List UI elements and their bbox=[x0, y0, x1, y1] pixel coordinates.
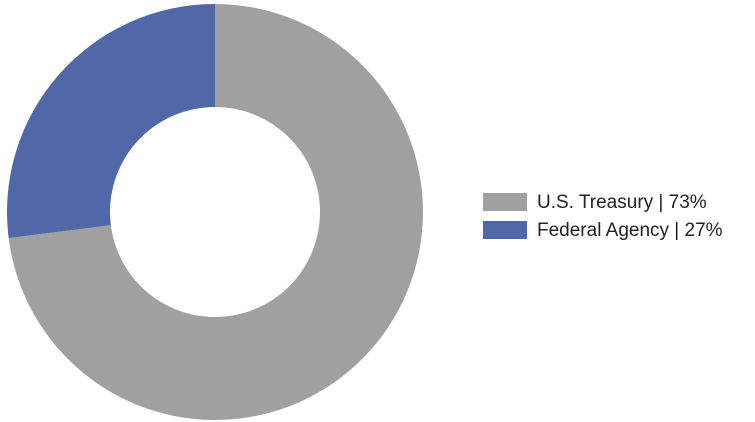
donut-slice bbox=[6, 4, 215, 239]
legend-label: Federal Agency | 27% bbox=[537, 220, 723, 241]
legend-swatch bbox=[483, 221, 527, 239]
legend-label: U.S. Treasury | 73% bbox=[537, 192, 707, 213]
donut-slice bbox=[8, 4, 423, 421]
legend-swatch bbox=[483, 193, 527, 211]
